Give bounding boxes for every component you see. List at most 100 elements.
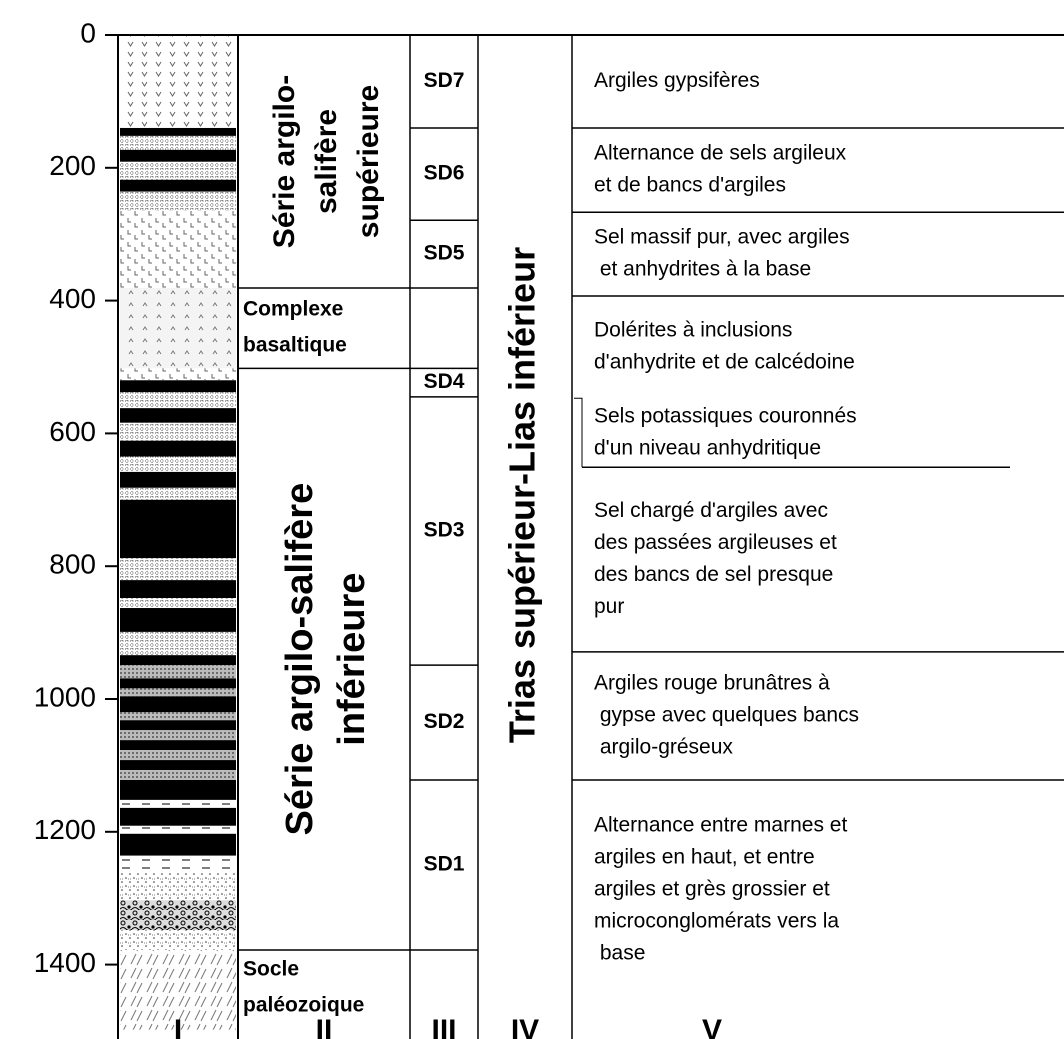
depth-tick-label: 1200 bbox=[34, 814, 96, 845]
description-line: microconglomérats vers la bbox=[594, 910, 839, 933]
sequence-label: SD3 bbox=[424, 519, 465, 542]
description-line: Dolérites à inclusions bbox=[594, 319, 792, 342]
lithology-layer bbox=[120, 457, 236, 472]
description-line: base bbox=[594, 942, 645, 965]
lithology-layer bbox=[120, 770, 236, 780]
lithology-layer bbox=[120, 760, 236, 770]
lithology-layer bbox=[120, 472, 236, 488]
lithology-layer bbox=[120, 35, 236, 128]
depth-tick-label: 400 bbox=[49, 283, 96, 314]
page: {"depth_axis": {"ticks": [0, 200, 400, 6… bbox=[0, 0, 1064, 1039]
lithology-layer bbox=[120, 678, 236, 688]
lithology-layer bbox=[120, 380, 236, 392]
column-numeral: IV bbox=[511, 1014, 539, 1039]
description-line: d'anhydrite et de calcédoine bbox=[594, 351, 855, 374]
lithology-layer bbox=[120, 665, 236, 678]
lithology-layer bbox=[120, 210, 236, 288]
description-line: des bancs de sel presque bbox=[594, 563, 833, 586]
depth-tick-label: 200 bbox=[49, 150, 96, 181]
lithology-layer bbox=[120, 180, 236, 192]
unit-label-line: supérieure bbox=[352, 85, 385, 238]
description-line: pur bbox=[594, 595, 624, 618]
vertical-unit-label: Série argilo-salifère supérieure bbox=[268, 75, 385, 248]
stratigraphic-log: 0 200 400 600 800 1000 1200 1400 Série argilo-sa… bbox=[0, 0, 1064, 1039]
lithology-layer bbox=[120, 392, 236, 408]
lithology-layer bbox=[120, 500, 236, 558]
lithology-layer bbox=[120, 655, 236, 665]
sequence-label: SD1 bbox=[424, 853, 465, 876]
depth-tick-label: 600 bbox=[49, 416, 96, 447]
lithology-layer bbox=[120, 696, 236, 712]
description-line: d'un niveau anhydritique bbox=[594, 436, 821, 459]
lithology-layer bbox=[120, 720, 236, 730]
description-line: gypse avec quelques bancs bbox=[594, 703, 859, 726]
lithology-layer bbox=[120, 288, 236, 368]
column-numeral: I bbox=[174, 1014, 182, 1039]
vertical-unit-label: Trias supérieur-Lias inférieur bbox=[502, 247, 543, 743]
description-line: Sel chargé d'argiles avec bbox=[594, 499, 828, 522]
description-line: Sels potassiques couronnés bbox=[594, 404, 857, 427]
lithology-layer bbox=[120, 834, 236, 856]
sequence-label: SD7 bbox=[424, 69, 465, 92]
lithology-layer bbox=[120, 856, 236, 872]
unit-label-line: Série argilo-salifère bbox=[279, 483, 321, 836]
lithology-layer bbox=[120, 712, 236, 720]
lithology-layer bbox=[120, 808, 236, 826]
unit-label-line: basaltique bbox=[243, 334, 347, 357]
lithology-layer bbox=[120, 800, 236, 808]
sequence-label: SD4 bbox=[424, 370, 465, 393]
unit-label-line: salifère bbox=[310, 109, 343, 214]
lithology-layer bbox=[120, 740, 236, 750]
column-numeral: II bbox=[316, 1014, 333, 1039]
lithology-layer bbox=[120, 780, 236, 800]
sequence-label: SD6 bbox=[424, 162, 465, 185]
stage-label: Trias supérieur-Lias inférieur bbox=[502, 247, 543, 743]
unit-label-line: paléozoique bbox=[243, 994, 364, 1017]
lithology-layer bbox=[120, 872, 236, 901]
lithology-column bbox=[120, 35, 236, 1030]
description-line: Alternance de sels argileux bbox=[594, 142, 847, 165]
description-line: Argiles gypsifères bbox=[594, 69, 760, 92]
column-numeral: V bbox=[702, 1014, 722, 1039]
depth-tick-label: 1000 bbox=[34, 681, 96, 712]
lithology-layer bbox=[120, 150, 236, 162]
lithology-layer bbox=[120, 192, 236, 211]
lithology-layer bbox=[120, 730, 236, 740]
lithology-layer bbox=[120, 408, 236, 423]
description-line: argilo-gréseux bbox=[594, 735, 733, 758]
description-line: et anhydrites à la base bbox=[594, 258, 811, 281]
lithology-layer bbox=[120, 423, 236, 441]
lithology-layer bbox=[120, 930, 236, 950]
depth-tick-label: 1400 bbox=[34, 947, 96, 978]
lithology-layer bbox=[120, 136, 236, 150]
lithology-layer bbox=[120, 128, 236, 136]
unit-label-line: Socle bbox=[243, 958, 299, 981]
unit-label-line: Série argilo- bbox=[268, 75, 301, 248]
depth-tick-label: 800 bbox=[49, 549, 96, 580]
unit-bracket bbox=[574, 398, 582, 467]
lithology-layer bbox=[120, 368, 236, 380]
lithology-layer bbox=[120, 632, 236, 655]
lithology-layer bbox=[120, 580, 236, 598]
sequence-label: SD5 bbox=[424, 242, 465, 265]
lithology-layer bbox=[120, 488, 236, 500]
description-line: Alternance entre marnes et bbox=[594, 814, 847, 837]
column-numeral: III bbox=[431, 1014, 456, 1039]
description-line: argiles et grès grossier et bbox=[594, 878, 830, 901]
lithology-layer bbox=[120, 441, 236, 457]
description-line: argiles en haut, et entre bbox=[594, 846, 815, 869]
lithology-layer bbox=[120, 688, 236, 696]
lithology-layer bbox=[120, 826, 236, 834]
sequence-label: SD2 bbox=[424, 710, 465, 733]
frame bbox=[105, 35, 1064, 1039]
unit-label-line: Complexe bbox=[243, 298, 343, 321]
description-line: Argiles rouge brunâtres à bbox=[594, 671, 830, 694]
depth-tick-label: 0 bbox=[80, 17, 96, 48]
lithology-layer bbox=[120, 900, 236, 930]
unit-label-line: inférieure bbox=[331, 573, 373, 746]
lithology-layer bbox=[120, 598, 236, 608]
description-line: Sel massif pur, avec argiles bbox=[594, 226, 850, 249]
lithology-layer bbox=[120, 162, 236, 180]
lithology-layer bbox=[120, 558, 236, 580]
